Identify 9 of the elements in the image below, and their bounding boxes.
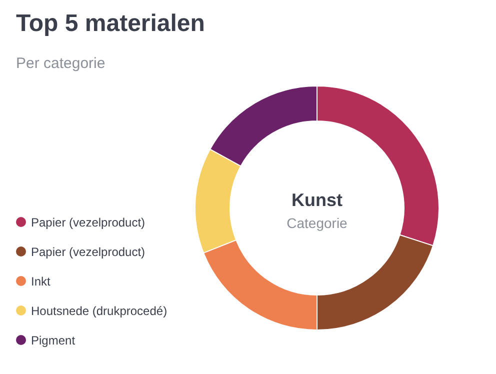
chart-title: Top 5 materialen xyxy=(16,10,205,37)
legend-label: Papier (vezelproduct) xyxy=(31,245,146,259)
chart-subtitle: Per categorie xyxy=(16,55,106,72)
legend-label: Pigment xyxy=(31,334,76,348)
legend-label: Inkt xyxy=(31,274,52,288)
legend-label: Houtsnede (drukprocedé) xyxy=(31,304,168,318)
text: Kunst xyxy=(292,190,342,210)
legend-label: Papier (vezelproduct) xyxy=(31,216,146,230)
text: Categorie xyxy=(286,215,348,231)
